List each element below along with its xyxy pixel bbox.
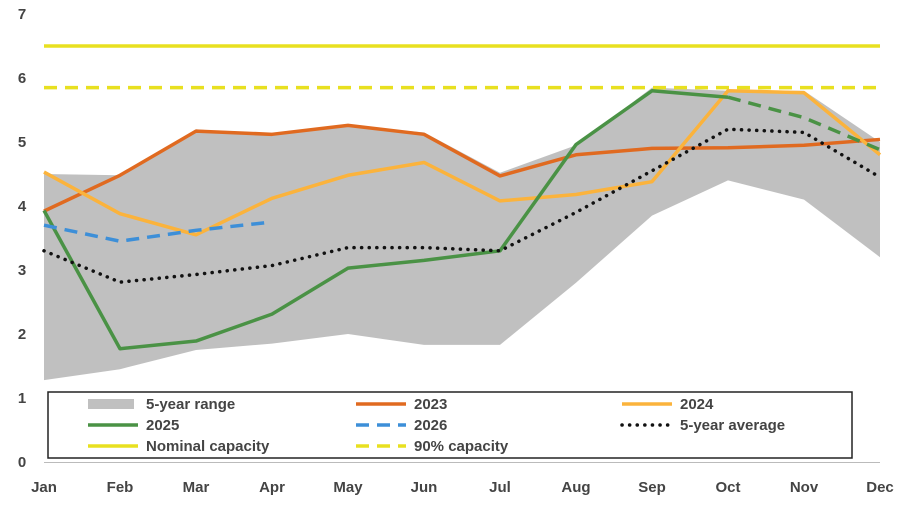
y-tick-label: 7 [18, 6, 26, 23]
axis-layer: 0 1 2 3 4 5 6 7 Jan Feb Mar Apr May Jun Jul Aug Sep Oct No… [18, 6, 894, 496]
y-tick-label: 4 [18, 198, 27, 215]
x-tick-label: Feb [107, 479, 134, 496]
legend-label-2023: 2023 [414, 396, 447, 413]
legend-label-2024: 2024 [680, 396, 714, 413]
legend-label-5-year-range: 5-year range [146, 396, 235, 413]
legend-swatch-5-year-range [88, 399, 134, 409]
y-tick-label: 5 [18, 134, 26, 151]
x-tick-label: Sep [638, 479, 666, 496]
series-line-2025 [42, 89, 729, 351]
y-tick-label: 2 [18, 326, 26, 343]
legend-label-nominal-capacity: Nominal capacity [146, 438, 270, 455]
series-line-2025-forecast [727, 95, 881, 152]
x-tick-label: Nov [790, 479, 819, 496]
series-line-2026 [43, 220, 273, 243]
legend: 5-year range 2023 2024 2025 2026 5-year avera… [47, 391, 853, 459]
y-tick-label: 3 [18, 262, 26, 279]
legend-label-2025: 2025 [146, 417, 179, 434]
x-tick-label: Mar [183, 479, 210, 496]
x-tick-label: May [333, 479, 363, 496]
x-tick-label: Oct [715, 479, 740, 496]
series-line-5-year-average [42, 127, 882, 284]
y-tick-label: 6 [18, 70, 26, 87]
y-tick-label: 0 [18, 454, 26, 471]
reference-lines-layer [44, 44, 880, 90]
legend-label-5-year-average: 5-year average [680, 417, 785, 434]
legend-box [47, 391, 853, 459]
legend-label-2026: 2026 [414, 417, 447, 434]
x-tick-label: Jul [489, 479, 511, 496]
x-tick-label: Jan [31, 479, 57, 496]
series-line-2024 [43, 89, 882, 237]
series-line-2023 [43, 123, 881, 213]
x-tick-label: Apr [259, 479, 285, 496]
y-tick-label: 1 [18, 390, 26, 407]
x-tick-label: Dec [866, 479, 894, 496]
legend-label-90-capacity: 90% capacity [414, 438, 509, 455]
x-tick-label: Jun [411, 479, 438, 496]
x-tick-label: Aug [561, 479, 590, 496]
series-layer [42, 89, 882, 351]
